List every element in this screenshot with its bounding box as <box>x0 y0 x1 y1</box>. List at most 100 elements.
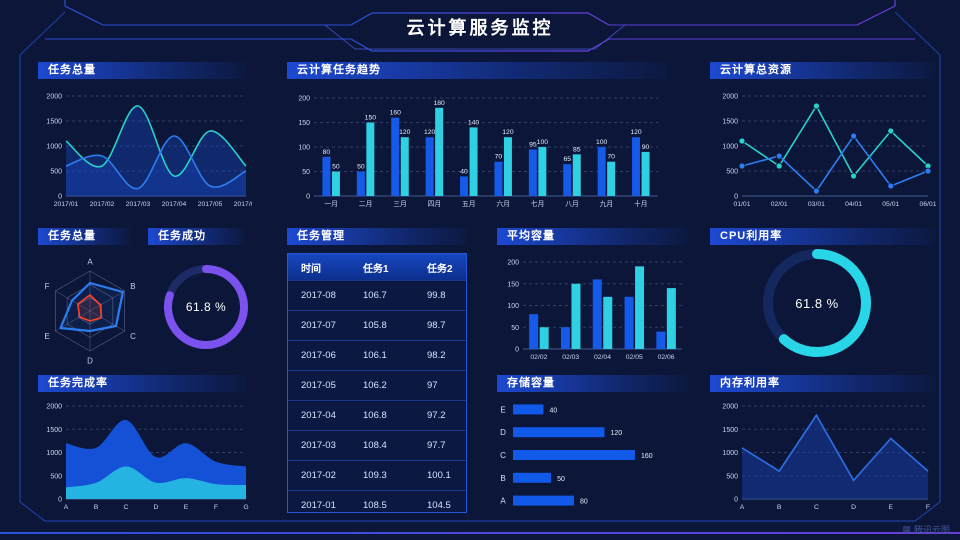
watermark: ▦ 腾讯云图 <box>902 523 950 536</box>
svg-text:五月: 五月 <box>462 200 476 208</box>
svg-text:2000: 2000 <box>722 404 738 411</box>
svg-text:150: 150 <box>365 115 377 122</box>
svg-text:0: 0 <box>515 347 519 354</box>
task-radar-chart: A B C D E F <box>36 250 144 373</box>
svg-text:0: 0 <box>306 194 310 201</box>
total-resource-line-chart: 0 500 1000 1500 2000 01/01 02/01 03/01 04/01 05/0… <box>710 86 936 217</box>
svg-text:2017/05: 2017/05 <box>198 201 223 208</box>
svg-text:03/01: 03/01 <box>808 201 825 208</box>
svg-text:0: 0 <box>58 194 62 201</box>
svg-text:1500: 1500 <box>46 427 62 434</box>
svg-text:120: 120 <box>610 430 622 437</box>
panel-title-total-resource: 云计算总资源 <box>710 62 935 79</box>
table-row: 2017-01 108.5 104.5 <box>288 490 466 520</box>
svg-text:G: G <box>243 504 248 511</box>
svg-text:六月: 六月 <box>496 199 510 208</box>
svg-text:85: 85 <box>573 146 581 153</box>
svg-text:65: 65 <box>563 156 571 163</box>
task-success-value: 61.8 % <box>185 300 227 314</box>
svg-text:四月: 四月 <box>428 200 442 208</box>
svg-text:F: F <box>214 504 218 511</box>
table-row: 2017-06 106.1 98.2 <box>288 340 466 370</box>
svg-text:2000: 2000 <box>46 404 62 411</box>
svg-text:80: 80 <box>323 149 331 156</box>
task-trend-bar-chart: 0 50 100 150 200 一月 二月 三月 四月 五月 六月 七月 八月 九月 十月 80 50 160 1… <box>288 84 666 217</box>
svg-text:E: E <box>44 332 49 341</box>
storage-hbar-chart: E 40 D 120 C 160 B 50 A 80 <box>497 398 688 517</box>
svg-text:F: F <box>45 282 50 291</box>
svg-text:100: 100 <box>507 303 519 310</box>
svg-text:E: E <box>500 405 505 414</box>
svg-text:120: 120 <box>424 129 436 136</box>
svg-text:120: 120 <box>630 129 642 136</box>
svg-text:04/01: 04/01 <box>845 201 862 208</box>
svg-text:九月: 九月 <box>600 199 614 208</box>
svg-text:120: 120 <box>502 129 514 136</box>
cpu-usage-value: 61.8 % <box>795 295 839 311</box>
table-row: 2017-04 106.8 97.2 <box>288 400 466 430</box>
task-completion-area-chart: 0 500 1000 1500 2000 A B C D E F G <box>36 396 252 519</box>
svg-text:2017/03: 2017/03 <box>126 201 151 208</box>
svg-text:50: 50 <box>357 164 365 171</box>
page-title: 云计算服务监控 <box>406 18 554 38</box>
svg-text:C: C <box>130 332 136 341</box>
svg-text:500: 500 <box>726 169 738 176</box>
svg-text:06/01: 06/01 <box>919 201 936 208</box>
panel-title-task-trend: 云计算任务趋势 <box>287 62 667 79</box>
svg-text:0: 0 <box>734 194 738 201</box>
svg-text:02/04: 02/04 <box>594 354 611 361</box>
panel-title-memory: 内存利用率 <box>710 375 935 392</box>
svg-text:1500: 1500 <box>46 119 62 126</box>
svg-text:90: 90 <box>642 144 650 151</box>
svg-text:F: F <box>926 504 930 511</box>
svg-text:B: B <box>130 282 135 291</box>
panel-title-task-total: 任务总量 <box>38 62 245 79</box>
svg-text:02/02: 02/02 <box>530 354 547 361</box>
panel-title-task-radar: 任务总量 <box>38 228 130 245</box>
svg-text:1500: 1500 <box>722 427 738 434</box>
svg-text:B: B <box>94 504 99 511</box>
svg-text:B: B <box>500 474 505 483</box>
table-row: 2017-08 106.7 99.8 <box>288 280 466 310</box>
svg-text:三月: 三月 <box>393 200 407 208</box>
svg-text:C: C <box>814 504 819 511</box>
table-row: 2017-07 105.8 98.7 <box>288 310 466 340</box>
svg-text:E: E <box>184 504 189 511</box>
table-row: 2017-05 106.2 97 <box>288 370 466 400</box>
svg-text:100: 100 <box>537 139 549 146</box>
svg-text:0: 0 <box>734 497 738 504</box>
svg-text:50: 50 <box>302 169 310 176</box>
svg-text:C: C <box>124 504 129 511</box>
svg-text:二月: 二月 <box>359 200 373 208</box>
panel-title-task-completion: 任务完成率 <box>38 375 245 392</box>
svg-text:40: 40 <box>460 168 468 175</box>
panel-title-task-manage: 任务管理 <box>287 228 467 245</box>
svg-text:2017/02: 2017/02 <box>90 201 115 208</box>
svg-text:200: 200 <box>507 260 519 267</box>
task-table: 时间 任务1 任务2 2017-08 106.7 99.8 2017-07 105.8 98.7… <box>287 253 467 513</box>
watermark-label: 腾讯云图 <box>913 525 950 535</box>
svg-text:180: 180 <box>433 100 445 107</box>
svg-text:0: 0 <box>58 497 62 504</box>
svg-text:50: 50 <box>557 476 565 483</box>
svg-text:01/01: 01/01 <box>733 201 750 208</box>
svg-text:D: D <box>154 504 159 511</box>
svg-text:七月: 七月 <box>531 199 545 208</box>
svg-text:十月: 十月 <box>634 199 648 208</box>
svg-text:2017/01: 2017/01 <box>54 201 79 208</box>
svg-text:500: 500 <box>50 169 62 176</box>
svg-text:2000: 2000 <box>46 94 62 101</box>
svg-text:100: 100 <box>596 139 608 146</box>
svg-text:200: 200 <box>298 96 310 103</box>
svg-text:500: 500 <box>50 473 62 480</box>
svg-text:05/01: 05/01 <box>882 201 899 208</box>
svg-text:50: 50 <box>511 325 519 332</box>
svg-text:1500: 1500 <box>722 119 738 126</box>
svg-text:40: 40 <box>549 407 557 414</box>
svg-text:A: A <box>500 497 506 506</box>
svg-text:500: 500 <box>726 473 738 480</box>
svg-text:95: 95 <box>529 141 537 148</box>
svg-text:A: A <box>740 504 745 511</box>
svg-text:D: D <box>851 504 856 511</box>
